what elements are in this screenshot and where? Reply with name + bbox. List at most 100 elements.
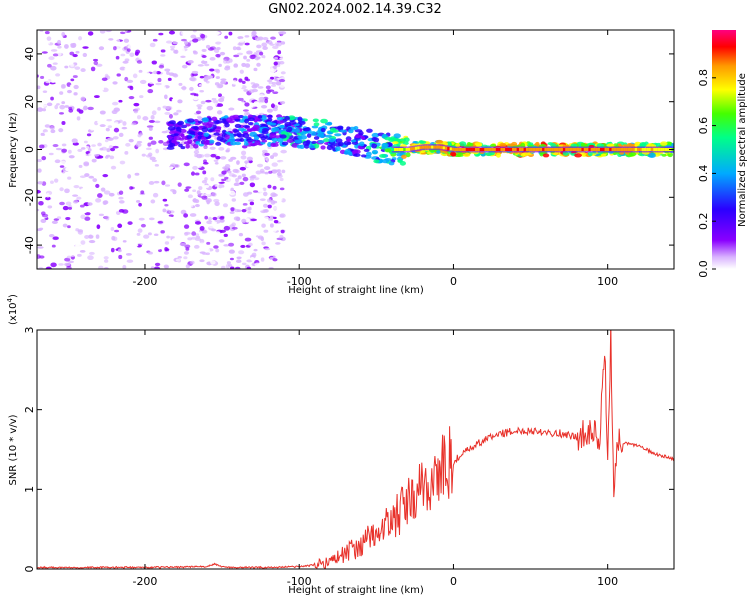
spectral-blob [233,183,239,186]
spectral-blob [50,262,57,268]
spectral-blob [37,85,41,90]
spectral-core [553,148,557,151]
spectral-blob [199,69,206,73]
spectral-core [514,148,517,151]
spectral-blob [40,132,46,136]
spectral-core [438,145,441,149]
spectral-blob [52,62,58,65]
spectral-blob [155,172,162,178]
spectral-blob [334,133,342,137]
spectral-blob [223,225,231,231]
spectral-blob [105,52,111,56]
spectral-blob [151,110,157,116]
spectral-blob [99,147,104,151]
spectral-blob [187,201,194,205]
spectral-blob [103,256,109,260]
spectral-blob [244,42,250,46]
spectral-blob [204,153,211,158]
spectral-blob [197,266,203,269]
spectral-blob [233,54,240,58]
spectral-blob [71,138,78,144]
spectral-blob [55,147,62,151]
spectral-blob [261,223,266,228]
spectral-blob [267,114,273,118]
spectral-blob [205,191,212,197]
spectral-blob [64,257,71,262]
spectral-blob [251,30,257,35]
spectral-blob [173,86,180,90]
spectral-blob [60,56,65,60]
spectral-blob [213,245,219,249]
spectral-core [662,148,665,151]
spectral-blob [183,45,189,49]
spectral-blob [233,63,239,68]
spectral-blob [204,63,210,67]
spectral-blob [254,140,260,146]
spectral-blob [50,96,54,101]
spectral-blob [317,140,325,144]
spectral-blob [276,137,284,143]
spectral-blob [209,68,215,72]
spectral-blob [294,139,303,144]
spectral-blob [131,122,137,126]
spectral-core [465,148,469,151]
spectral-blob [606,143,614,148]
spectral-blob [53,256,60,262]
spectral-blob [187,154,193,159]
spectral-blob [69,51,75,56]
spectral-blob [256,251,261,257]
spectral-blob [57,95,62,100]
spectral-blob [134,172,140,176]
spectral-blob [267,89,275,92]
spectral-blob [312,118,319,123]
spectral-blob [64,65,69,69]
spectral-blob [164,111,171,115]
spectral-blob [269,223,274,228]
spectral-blob [180,185,187,189]
spectral-blob [281,141,289,146]
spectral-blob [80,96,86,102]
spectral-blob [40,75,45,80]
spectral-core [424,145,427,149]
spectral-blob [51,220,58,225]
spectral-blob [188,180,193,184]
spectral-blob [83,162,90,167]
y-tick-label: 1 [23,486,36,493]
spectral-blob [547,142,554,146]
spectral-blob [80,214,86,220]
spectral-blob [162,172,168,176]
spectral-blob [148,136,153,140]
spectral-blob [176,265,182,269]
spectral-blob [62,223,68,228]
spectral-blob [258,207,264,211]
spectral-blob [237,127,245,132]
spectral-blob [253,190,258,193]
spectral-blob [127,174,132,179]
spectral-blob [247,242,253,247]
spectral-blob [57,51,62,57]
spectral-blob [141,153,146,157]
colorbar-tick-label: 0.8 [697,69,710,87]
spectral-blob [76,108,81,112]
spectral-blob [88,240,96,244]
spectral-blob [160,49,166,53]
spectral-blob [229,257,234,261]
spectral-blob [261,42,268,47]
spectral-blob [249,177,255,181]
spectral-blob [297,116,303,122]
spectral-blob [204,75,211,80]
spectral-blob [197,53,202,56]
spectral-blob [208,170,213,176]
spectral-core [479,148,483,151]
spectral-blob [280,259,284,264]
spectral-blob [104,259,109,263]
spectral-blob [173,49,178,54]
spectral-blob [271,240,275,244]
spectral-blob [84,173,90,177]
spectral-blob [138,202,142,207]
spectral-blob [254,221,261,226]
spectral-blob [68,206,73,210]
spectral-blob [227,170,232,174]
spectral-blob [158,140,164,144]
spectral-blob [72,75,78,78]
